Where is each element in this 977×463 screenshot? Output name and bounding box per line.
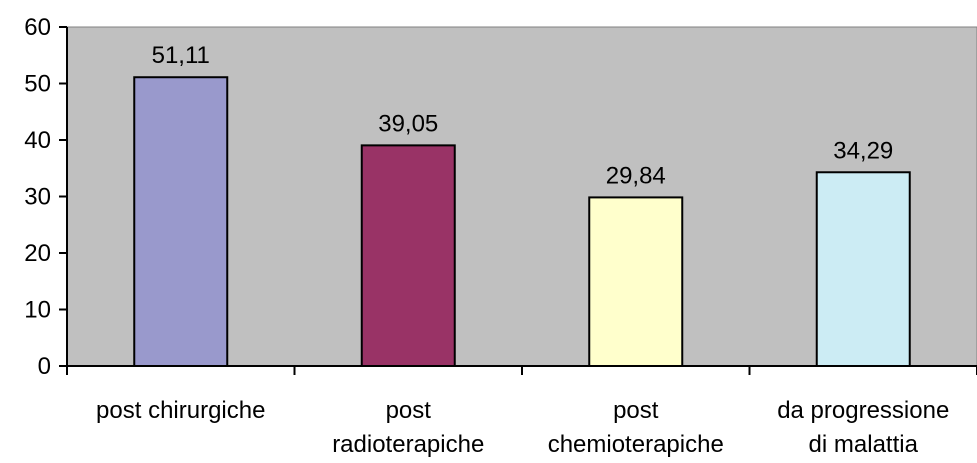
x-category-label-line: da progressione — [777, 397, 949, 424]
x-category-label-line: chemioterapiche — [548, 431, 724, 458]
x-category-label-line: post chirurgiche — [96, 397, 265, 424]
bar — [133, 76, 229, 368]
x-category-label: post radioterapiche — [332, 397, 484, 458]
bar — [360, 144, 456, 367]
data-label: 34,29 — [833, 137, 893, 164]
bar — [588, 196, 684, 367]
data-label: 29,84 — [606, 162, 666, 189]
y-tick-label: 30 — [24, 184, 51, 211]
x-category-label-line: radioterapiche — [332, 431, 484, 458]
y-tick-label: 50 — [24, 71, 51, 98]
x-category-label: post chirurgiche — [96, 397, 265, 424]
y-tick-label: 10 — [24, 297, 51, 324]
x-category-label-line: di malattia — [809, 431, 919, 458]
data-label: 39,05 — [378, 110, 438, 137]
y-tick-label: 20 — [24, 240, 51, 267]
x-category-label: post chemioterapiche — [548, 397, 724, 458]
bars: 51,11 39,05 29,84 34,29 — [133, 42, 911, 368]
y-tick-label: 40 — [24, 127, 51, 154]
x-category-label-line: post — [386, 397, 432, 424]
data-label: 51,11 — [152, 42, 210, 69]
x-category-label-line: post — [613, 397, 659, 424]
bar — [815, 171, 911, 367]
y-tick-label: 0 — [38, 353, 51, 380]
y-axis: 0 10 20 30 40 50 60 — [24, 14, 68, 380]
x-axis: post chirurgiche post radioterapiche post ch… — [66, 365, 977, 458]
y-tick-label: 60 — [24, 14, 51, 41]
x-category-label: da progressione di malattia — [777, 397, 949, 458]
